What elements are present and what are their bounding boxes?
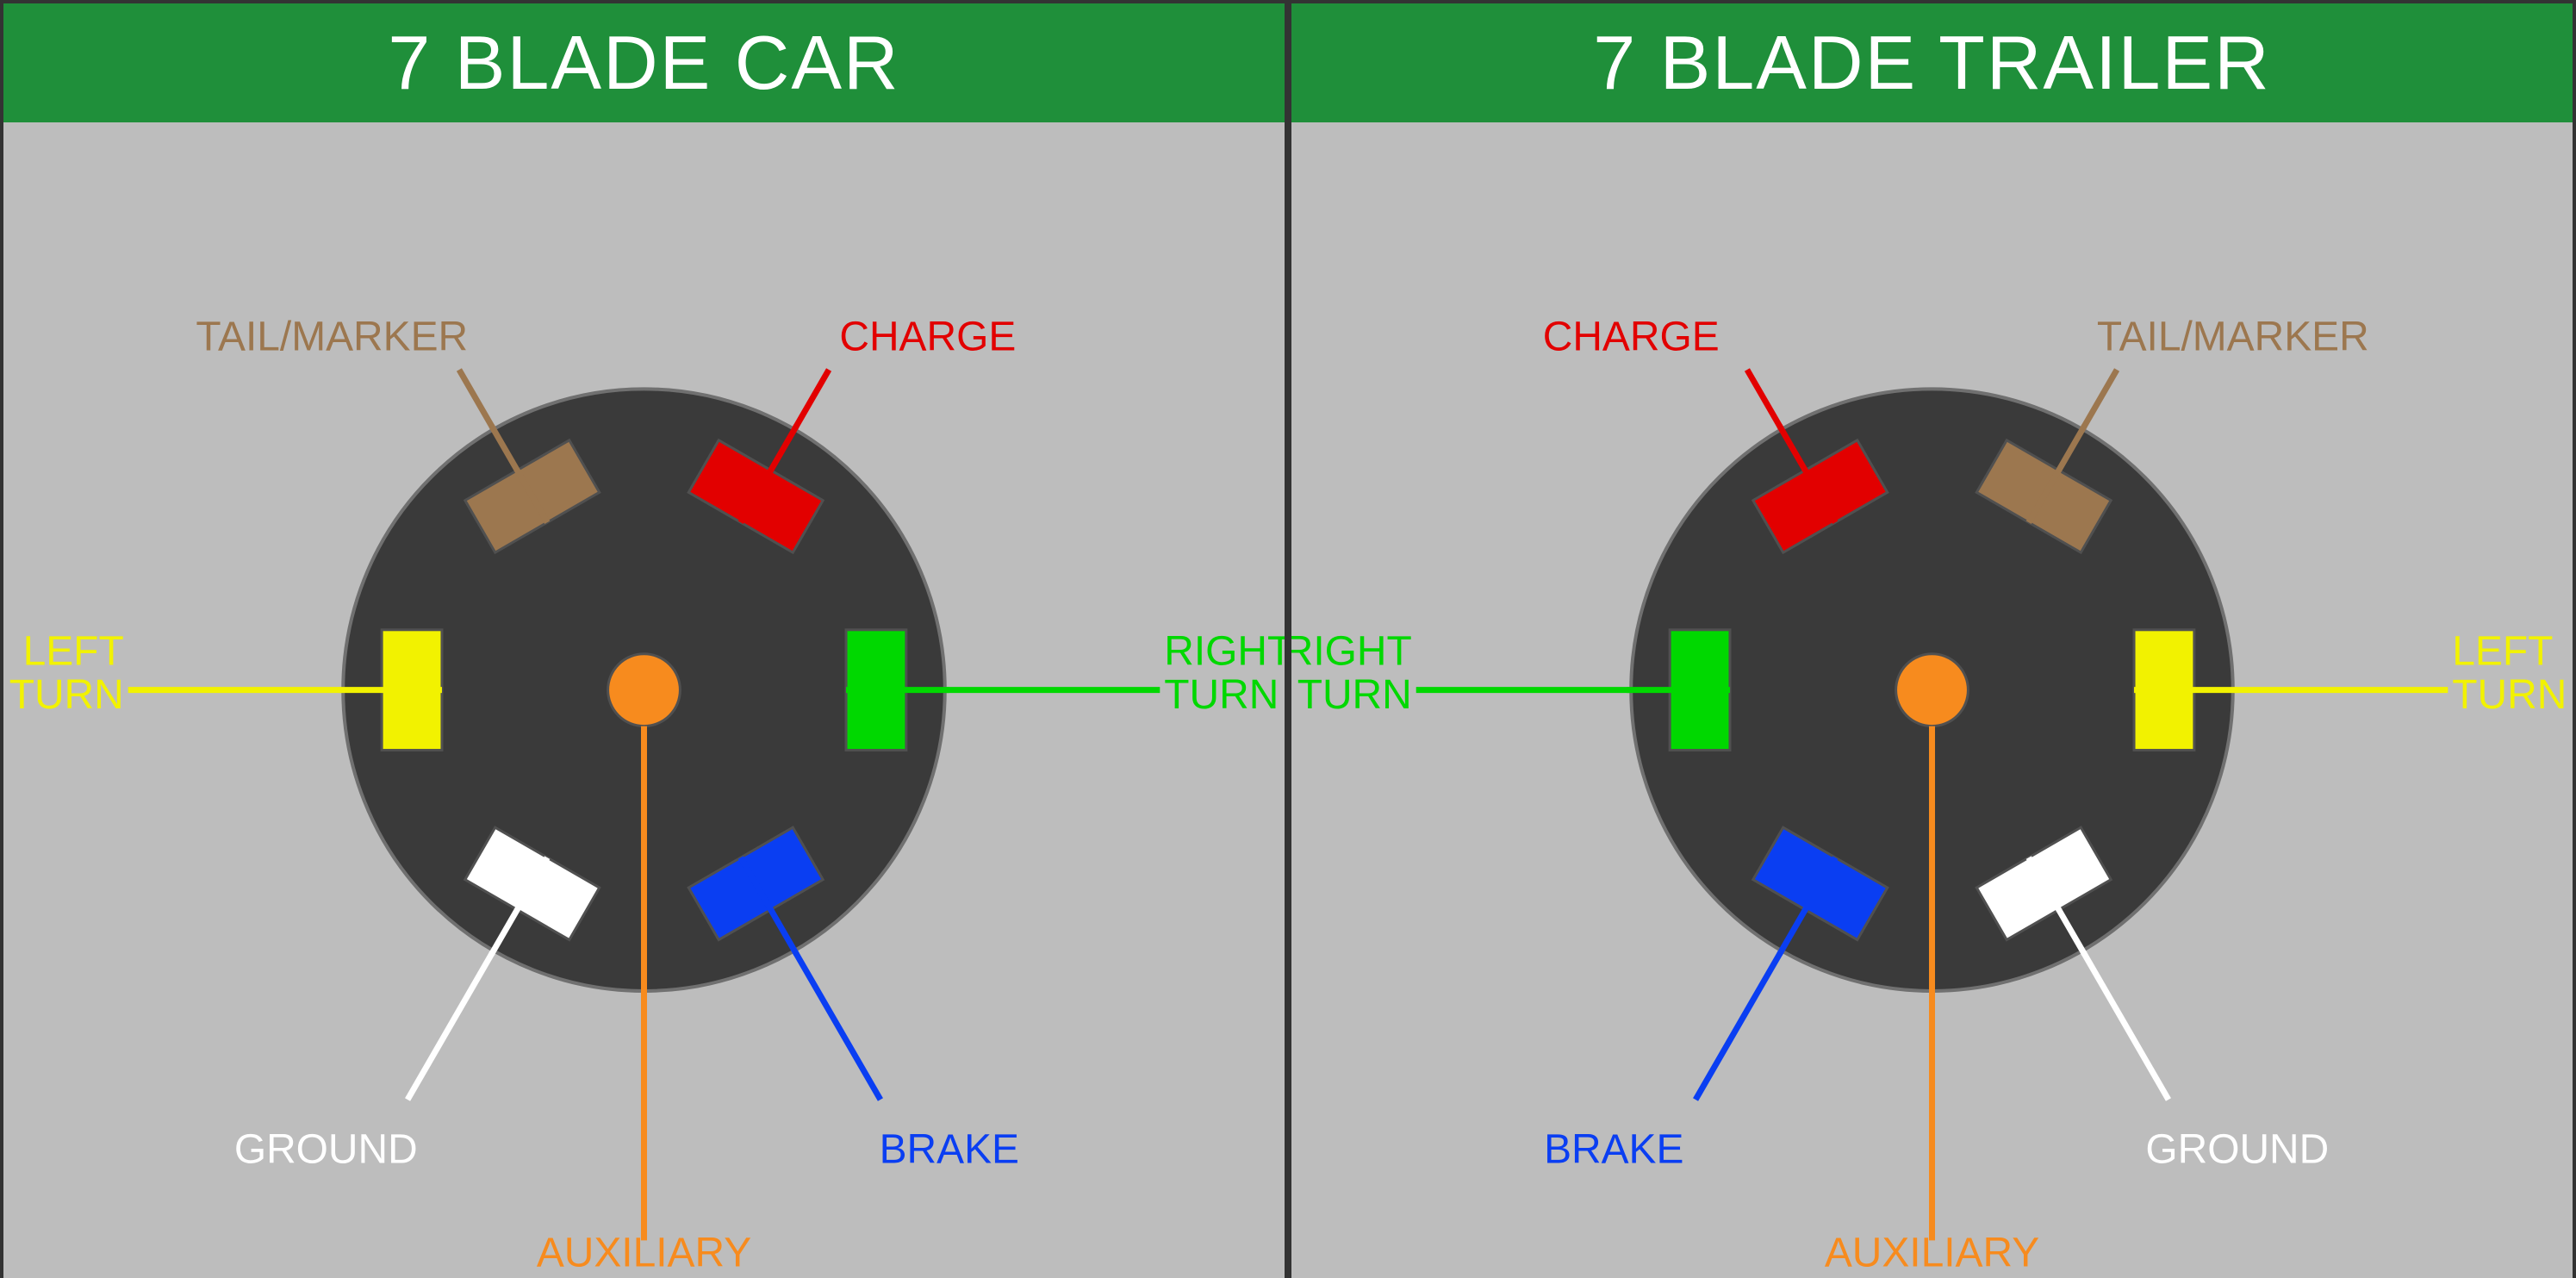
pin-label-tail: TAIL/MARKER (196, 314, 468, 359)
panel-car-body: TAIL/MARKER CHARGE LEFTTURN RIGHTTURN GROUND… (3, 122, 1285, 1278)
pin-label-aux: AUXILIARY (1825, 1230, 2039, 1275)
connector-diagram-trailer: CHARGE TAIL/MARKER RIGHTTURN LEFTTURN BRAKE G… (1291, 122, 2573, 1278)
panel-trailer-body: CHARGE TAIL/MARKER RIGHTTURN LEFTTURN BRAKE G… (1291, 122, 2573, 1278)
connector-diagram-car: TAIL/MARKER CHARGE LEFTTURN RIGHTTURN GROUND… (3, 122, 1285, 1278)
pin-label-right: RIGHTTURN (1291, 629, 1412, 718)
diagram-container: 7 BLADE CAR TAIL/MARKER CHARGE LEFTTURN RIG… (0, 0, 2576, 1278)
pin-label-tail: TAIL/MARKER (2097, 314, 2369, 359)
pin-label-brake: BRAKE (880, 1127, 1019, 1173)
pin-label-brake: BRAKE (1544, 1127, 1683, 1173)
pin-label-charge: CHARGE (839, 314, 1016, 359)
pin-label-ground: GROUND (234, 1127, 418, 1173)
panel-car-title: 7 BLADE CAR (3, 3, 1285, 122)
pin-label-ground: GROUND (2145, 1127, 2329, 1173)
pin-label-charge: CHARGE (1543, 314, 1720, 359)
pin-label-left: LEFTTURN (2452, 629, 2567, 718)
pin-label-aux: AUXILIARY (537, 1230, 751, 1275)
panel-trailer: 7 BLADE TRAILER CHARGE TAIL/MARKER RIGHTTU… (1288, 0, 2576, 1278)
pin-label-left: LEFTTURN (9, 629, 124, 718)
pin-label-right: RIGHTTURN (1164, 629, 1285, 718)
panel-trailer-title: 7 BLADE TRAILER (1291, 3, 2573, 122)
panel-car: 7 BLADE CAR TAIL/MARKER CHARGE LEFTTURN RIG… (0, 0, 1288, 1278)
